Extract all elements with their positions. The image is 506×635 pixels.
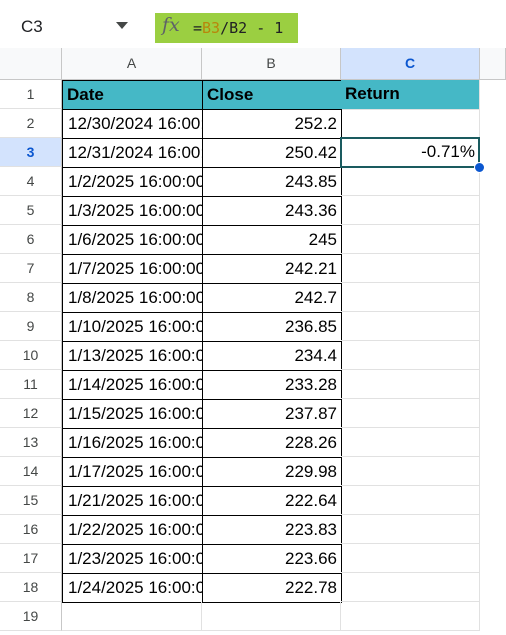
- cell-a4[interactable]: 1/2/2025 16:00:00: [62, 167, 203, 197]
- fill-handle[interactable]: [474, 162, 485, 173]
- cell-a7[interactable]: 1/7/2025 16:00:00: [62, 254, 203, 284]
- formula-rest: /B2 - 1: [220, 19, 284, 37]
- cell-a13[interactable]: 1/16/2025 16:00:00: [62, 428, 203, 458]
- column-header-filler: [480, 48, 506, 80]
- cell-c11[interactable]: [341, 370, 480, 399]
- cell-a12[interactable]: 1/15/2025 16:00:00: [62, 399, 203, 429]
- column-header-b[interactable]: B: [202, 48, 341, 80]
- row-header-16[interactable]: 16: [0, 515, 62, 544]
- formula-text: =B3/B2 - 1: [193, 19, 283, 37]
- cell-c14[interactable]: [341, 457, 480, 486]
- cell-b17[interactable]: 223.66: [202, 544, 342, 574]
- column-header-c[interactable]: C: [341, 48, 480, 80]
- cell-b1-header[interactable]: Close: [202, 80, 342, 110]
- cell-a19[interactable]: [62, 602, 202, 631]
- cell-c15[interactable]: [341, 486, 480, 515]
- row-header-8[interactable]: 8: [0, 283, 62, 312]
- cell-b10[interactable]: 234.4: [202, 341, 342, 371]
- name-box-value: C3: [21, 17, 43, 36]
- cell-b11[interactable]: 233.28: [202, 370, 342, 400]
- formula-bar: C3 fx =B3/B2 - 1: [0, 0, 506, 52]
- row-header-3[interactable]: 3: [0, 138, 62, 167]
- cell-b15[interactable]: 222.64: [202, 486, 342, 516]
- cell-a2[interactable]: 12/30/2024 16:00:00: [62, 109, 203, 139]
- cell-c18[interactable]: [341, 573, 480, 602]
- cell-a16[interactable]: 1/22/2025 16:00:00: [62, 515, 203, 545]
- cell-c13[interactable]: [341, 428, 480, 457]
- row-header-17[interactable]: 17: [0, 544, 62, 573]
- column-header-a[interactable]: A: [62, 48, 202, 80]
- cell-b5[interactable]: 243.36: [202, 196, 342, 226]
- formula-input[interactable]: fx =B3/B2 - 1: [155, 13, 298, 43]
- fx-icon: fx: [162, 14, 180, 36]
- cell-b3[interactable]: 250.42: [202, 138, 342, 168]
- cell-c1-header[interactable]: Return: [341, 80, 480, 110]
- cell-a14[interactable]: 1/17/2025 16:00:00: [62, 457, 203, 487]
- cell-a8[interactable]: 1/8/2025 16:00:00: [62, 283, 203, 313]
- chevron-down-icon[interactable]: [116, 22, 128, 29]
- cell-c10[interactable]: [341, 341, 480, 370]
- row-header-7[interactable]: 7: [0, 254, 62, 283]
- row-header-19[interactable]: 19: [0, 602, 62, 631]
- cell-a9[interactable]: 1/10/2025 16:00:00: [62, 312, 203, 342]
- cell-b14[interactable]: 229.98: [202, 457, 342, 487]
- cell-c2[interactable]: [341, 109, 480, 138]
- cell-a11[interactable]: 1/14/2025 16:00:00: [62, 370, 203, 400]
- cell-b7[interactable]: 242.21: [202, 254, 342, 284]
- cell-b4[interactable]: 243.85: [202, 167, 342, 197]
- cell-c8[interactable]: [341, 283, 480, 312]
- cell-a6[interactable]: 1/6/2025 16:00:00: [62, 225, 203, 255]
- cell-a17[interactable]: 1/23/2025 16:00:00: [62, 544, 203, 574]
- cell-c19[interactable]: [341, 602, 480, 631]
- cell-c7[interactable]: [341, 254, 480, 283]
- name-box[interactable]: C3: [0, 8, 145, 46]
- cell-b18[interactable]: 222.78: [202, 573, 342, 603]
- cell-a15[interactable]: 1/21/2025 16:00:00: [62, 486, 203, 516]
- cell-b2[interactable]: 252.2: [202, 109, 342, 139]
- row-header-2[interactable]: 2: [0, 109, 62, 138]
- cell-c3[interactable]: -0.71%: [341, 138, 480, 167]
- select-all-corner[interactable]: [0, 48, 62, 80]
- cell-c16[interactable]: [341, 515, 480, 544]
- cell-c6[interactable]: [341, 225, 480, 254]
- row-header-6[interactable]: 6: [0, 225, 62, 254]
- cell-c9[interactable]: [341, 312, 480, 341]
- formula-ref-b3: B3: [202, 19, 221, 37]
- row-header-12[interactable]: 12: [0, 399, 62, 428]
- cell-b13[interactable]: 228.26: [202, 428, 342, 458]
- cell-c17[interactable]: [341, 544, 480, 573]
- row-header-11[interactable]: 11: [0, 370, 62, 399]
- cell-a10[interactable]: 1/13/2025 16:00:00: [62, 341, 203, 371]
- row-header-14[interactable]: 14: [0, 457, 62, 486]
- formula-prefix: =: [193, 19, 203, 37]
- cell-a3[interactable]: 12/31/2024 16:00:00: [62, 138, 203, 168]
- cell-a18[interactable]: 1/24/2025 16:00:00: [62, 573, 203, 603]
- row-header-15[interactable]: 15: [0, 486, 62, 515]
- cell-b6[interactable]: 245: [202, 225, 342, 255]
- cell-b16[interactable]: 223.83: [202, 515, 342, 545]
- row-header-18[interactable]: 18: [0, 573, 62, 602]
- cell-a1-header[interactable]: Date: [62, 80, 203, 110]
- cell-b8[interactable]: 242.7: [202, 283, 342, 313]
- cell-b9[interactable]: 236.85: [202, 312, 342, 342]
- cell-c4[interactable]: [341, 167, 480, 196]
- row-header-13[interactable]: 13: [0, 428, 62, 457]
- row-header-1[interactable]: 1: [0, 80, 62, 109]
- cell-c5[interactable]: [341, 196, 480, 225]
- row-header-10[interactable]: 10: [0, 341, 62, 370]
- cell-c12[interactable]: [341, 399, 480, 428]
- cell-b12[interactable]: 237.87: [202, 399, 342, 429]
- cell-b19[interactable]: [202, 602, 341, 631]
- row-header-4[interactable]: 4: [0, 167, 62, 196]
- row-header-9[interactable]: 9: [0, 312, 62, 341]
- cell-a5[interactable]: 1/3/2025 16:00:00: [62, 196, 203, 226]
- row-header-5[interactable]: 5: [0, 196, 62, 225]
